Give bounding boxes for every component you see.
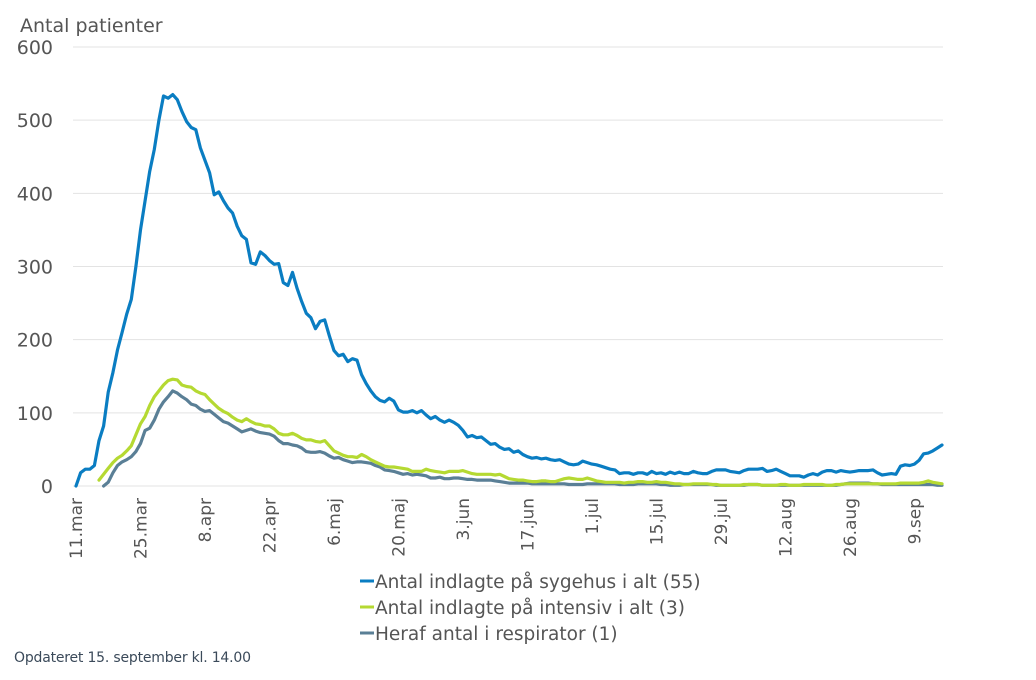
y-axis-title: Antal patienter [20,15,163,37]
x-tick-label: 29.jul [712,498,732,545]
x-tick-label: 22.apr [260,498,280,553]
series-lines [74,93,944,488]
x-tick-label: 26.aug [841,498,861,557]
series-line-1 [97,377,944,487]
gridlines [73,46,943,487]
x-tick-label: 12.aug [776,498,796,557]
legend-label-2: Heraf antal i respirator (1) [375,624,618,645]
x-tick-label: 9.sep [905,498,925,544]
x-axis-ticks: 11.mar 25.mar 8.apr 22.apr 6.maj 20.maj 3.jun 1… [67,498,925,559]
x-tick-label: 11.mar [67,498,87,559]
legend-label-0: Antal indlagte på sygehus i alt (55) [375,572,701,593]
y-tick-label: 200 [17,330,53,352]
y-tick-label: 100 [17,403,53,425]
x-tick-label: 3.jun [454,498,474,541]
series-line-2 [102,389,944,488]
x-tick-label: 25.mar [131,498,151,559]
legend-label-1: Antal indlagte på intensiv i alt (3) [375,598,685,619]
y-tick-label: 600 [17,37,53,59]
updated-timestamp: Opdateret 15. september kl. 14.00 [14,650,251,666]
y-tick-label: 0 [41,476,53,498]
x-tick-label: 20.maj [389,498,409,557]
x-tick-label: 8.apr [196,498,216,542]
x-tick-label: 1.jul [583,498,603,534]
y-tick-label: 300 [17,257,53,279]
legend: Antal indlagte på sygehus i alt (55) Anta… [360,572,701,645]
x-tick-label: 15.jul [647,498,667,545]
y-tick-label: 400 [17,183,53,205]
x-tick-label: 17.jun [518,498,538,551]
y-tick-label: 500 [17,110,53,132]
y-axis-ticks: 0 100 200 300 400 500 600 [17,37,53,498]
series-line-0 [74,93,944,488]
x-tick-label: 6.maj [325,498,345,546]
